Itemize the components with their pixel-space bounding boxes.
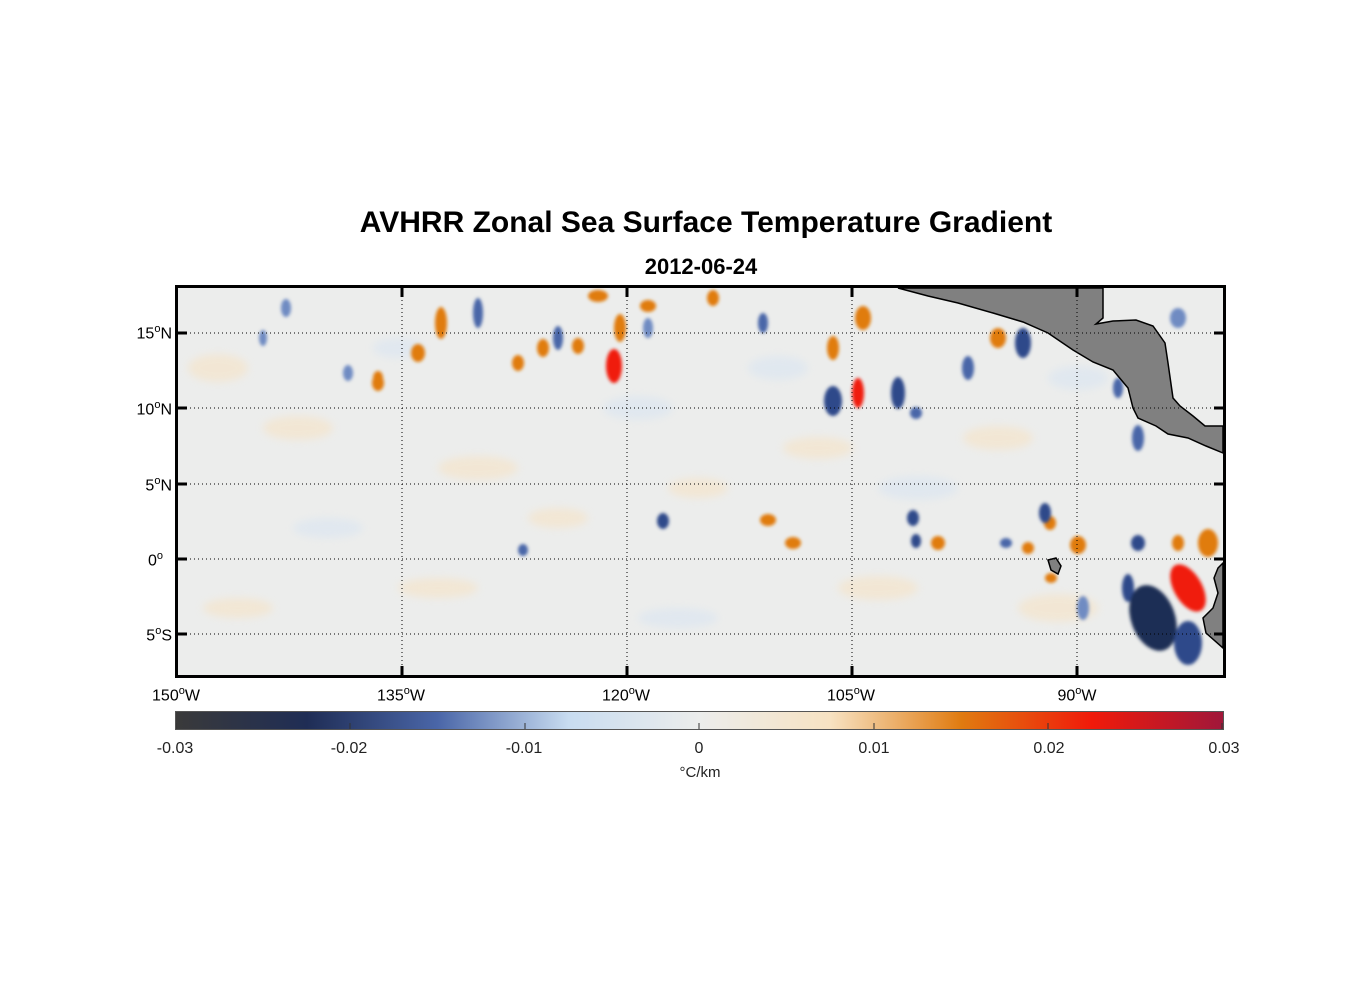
colorbar-tick-label: -0.01 <box>505 740 543 757</box>
lon-label-150w: 150oW <box>152 685 200 705</box>
background-texture <box>188 338 1108 628</box>
graticule <box>178 288 1223 675</box>
lon-label-105w: 105oW <box>827 685 875 705</box>
lat-label-5n: 5oN <box>145 475 172 495</box>
colorbar-unit-label: °C/km <box>679 764 721 781</box>
frame-ticks <box>178 288 1223 675</box>
sst-gradient-field <box>178 288 1223 675</box>
lon-label-120w: 120oW <box>602 685 650 705</box>
colorbar <box>175 711 1224 730</box>
colorbar-tick-label: -0.02 <box>330 740 368 757</box>
lat-label-5s: 5oS <box>146 625 172 645</box>
warm-gradient-features <box>372 290 1218 612</box>
colorbar-tick-label: 0.01 <box>858 740 890 757</box>
colorbar-ticks <box>176 723 1223 729</box>
lat-label-15n: 15oN <box>136 323 172 343</box>
lat-label-0: 0o <box>147 550 163 570</box>
land-galapagos <box>1047 557 1062 576</box>
colorbar-tick-label: 0 <box>694 740 704 757</box>
land-central-america <box>897 288 1223 454</box>
map-plot-area[interactable] <box>175 285 1226 678</box>
colorbar-tick-label: 0.03 <box>1208 740 1240 757</box>
lon-label-90w: 90oW <box>1057 685 1097 705</box>
map-subtitle-date: 2012-06-24 <box>644 254 758 279</box>
cold-gradient-features <box>259 296 1202 665</box>
lon-label-135w: 135oW <box>377 685 425 705</box>
land-south-america <box>1202 561 1223 650</box>
colorbar-tick-label: -0.03 <box>156 740 194 757</box>
colorbar-tick-label: 0.02 <box>1033 740 1065 757</box>
lat-label-10n: 10oN <box>136 399 172 419</box>
map-title: AVHRR Zonal Sea Surface Temperature Grad… <box>359 206 1053 239</box>
